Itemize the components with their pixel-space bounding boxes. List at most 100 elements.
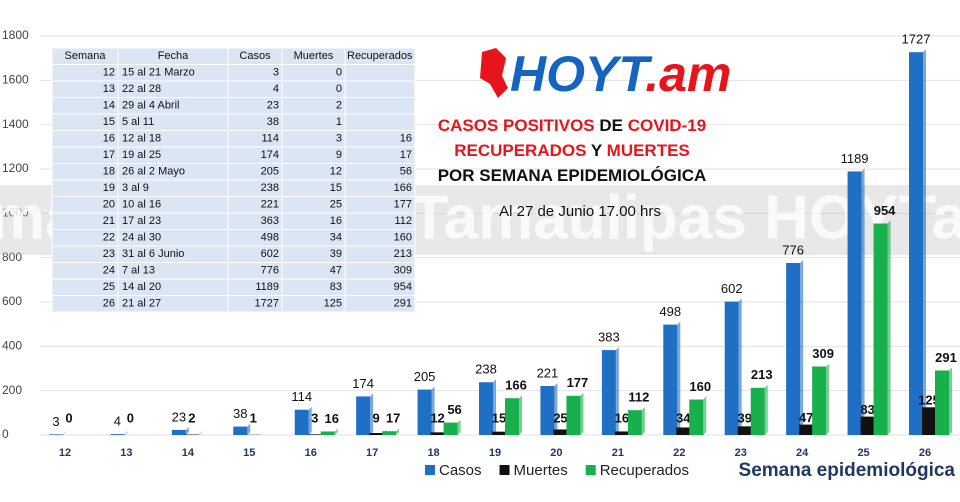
bar xyxy=(566,395,581,435)
y-tick-label: 200 xyxy=(2,383,22,397)
table-cell: 160 xyxy=(394,232,412,244)
bar xyxy=(909,52,923,435)
data-label: 177 xyxy=(567,375,589,390)
table-cell: 23 xyxy=(267,100,279,112)
table-cell: 15 xyxy=(330,182,342,194)
data-label: 112 xyxy=(628,390,649,405)
data-label: 221 xyxy=(537,365,559,380)
data-label: 1727 xyxy=(902,32,931,47)
bar-side xyxy=(641,407,645,435)
table-cell: 205 xyxy=(261,166,279,178)
bar xyxy=(479,382,493,435)
data-label: 9 xyxy=(373,410,380,425)
table-cell: 20 xyxy=(103,199,115,211)
data-label: 309 xyxy=(812,346,834,361)
table-cell: 24 al 30 xyxy=(122,232,161,244)
table-cell: 2 xyxy=(336,100,342,112)
table-cell: 10 al 16 xyxy=(122,199,161,211)
x-tick-label: 17 xyxy=(366,447,378,459)
table-cell: 16 xyxy=(103,133,115,145)
data-label: 16 xyxy=(324,411,338,426)
bar xyxy=(786,262,801,435)
table-cell: 174 xyxy=(261,149,279,161)
data-label: 16 xyxy=(615,410,629,425)
y-tick-label: 1400 xyxy=(2,117,29,131)
legend-label: Recuperados xyxy=(600,462,689,479)
x-tick-label: 12 xyxy=(59,447,71,459)
table-cell: 213 xyxy=(394,248,412,260)
table-cell: 1189 xyxy=(255,281,279,293)
table-cell: 29 al 4 Abril xyxy=(122,100,179,112)
bar-side xyxy=(826,363,830,435)
table-cell: 177 xyxy=(394,199,412,211)
table-cell: 4 xyxy=(273,83,279,95)
bar xyxy=(430,432,445,435)
table-cell: 47 xyxy=(330,265,342,277)
data-label: 166 xyxy=(505,378,527,393)
bar xyxy=(922,407,936,435)
table-cell: 21 xyxy=(103,215,115,227)
bar xyxy=(320,431,335,435)
y-tick-label: 400 xyxy=(2,339,22,353)
bar-side xyxy=(519,395,522,435)
y-tick-label: 1800 xyxy=(2,28,29,42)
x-tick-label: 14 xyxy=(182,447,195,459)
data-label: 83 xyxy=(860,402,874,417)
x-axis-title: Semana epidemiológica xyxy=(739,460,956,481)
bar xyxy=(601,350,616,435)
data-label: 205 xyxy=(414,369,436,384)
bar-side xyxy=(615,347,619,435)
table-cell: 7 al 13 xyxy=(122,265,155,277)
table-cell: 12 xyxy=(330,166,342,178)
bar-side xyxy=(431,386,435,435)
bar xyxy=(417,389,432,435)
data-label: 238 xyxy=(475,362,497,377)
bar-side xyxy=(260,431,264,435)
table-cell: 12 xyxy=(103,67,115,79)
table-cell: 14 al 20 xyxy=(122,281,161,293)
subtitle: Al 27 de Junio 17.00 hrs xyxy=(499,203,661,220)
bar-side xyxy=(247,423,251,435)
logo-part: HOYT xyxy=(510,46,653,102)
logo-map xyxy=(480,48,508,98)
bar-side xyxy=(764,384,768,435)
x-tick-label: 15 xyxy=(243,447,255,459)
table-cell: 21 al 27 xyxy=(122,298,161,310)
table-cell: 3 al 9 xyxy=(122,182,149,194)
bar-side xyxy=(396,428,400,435)
table-cell: 776 xyxy=(261,265,279,277)
bar xyxy=(307,434,322,435)
table-cell: 14 xyxy=(103,100,115,112)
data-label: 602 xyxy=(721,281,743,296)
data-label: 39 xyxy=(737,410,751,425)
bar xyxy=(110,434,125,435)
table-cell: 954 xyxy=(394,281,412,293)
bar-side xyxy=(493,379,496,435)
data-label: 38 xyxy=(233,406,247,421)
bar-side xyxy=(370,393,374,435)
chart-title: RECUPERADOS Y MUERTES xyxy=(454,141,690,160)
bar xyxy=(676,427,691,435)
table-cell: 363 xyxy=(261,215,279,227)
data-label: 25 xyxy=(553,410,567,425)
bar xyxy=(171,429,186,435)
chart-title: POR SEMANA EPIDEMIOLÓGICA xyxy=(438,166,707,185)
bar xyxy=(812,366,827,435)
legend-label: Casos xyxy=(439,462,482,479)
table-cell: 22 al 28 xyxy=(122,83,161,95)
table-cell: 25 xyxy=(103,281,115,293)
data-label: 954 xyxy=(874,203,896,218)
table-cell: 1 xyxy=(336,116,342,128)
table-header: Recuperados xyxy=(347,50,413,62)
bar-side xyxy=(124,431,128,435)
y-tick-label: 800 xyxy=(2,250,22,264)
title-part: COVID-19 xyxy=(628,116,706,135)
table-cell: 221 xyxy=(261,199,279,211)
bar-side xyxy=(198,431,202,435)
table-cell: 23 xyxy=(103,248,115,260)
data-label: 23 xyxy=(172,409,186,424)
data-label: 12 xyxy=(430,410,444,425)
bar xyxy=(663,324,678,435)
table-cell: 19 al 25 xyxy=(122,149,161,161)
table-cell: 38 xyxy=(267,116,279,128)
